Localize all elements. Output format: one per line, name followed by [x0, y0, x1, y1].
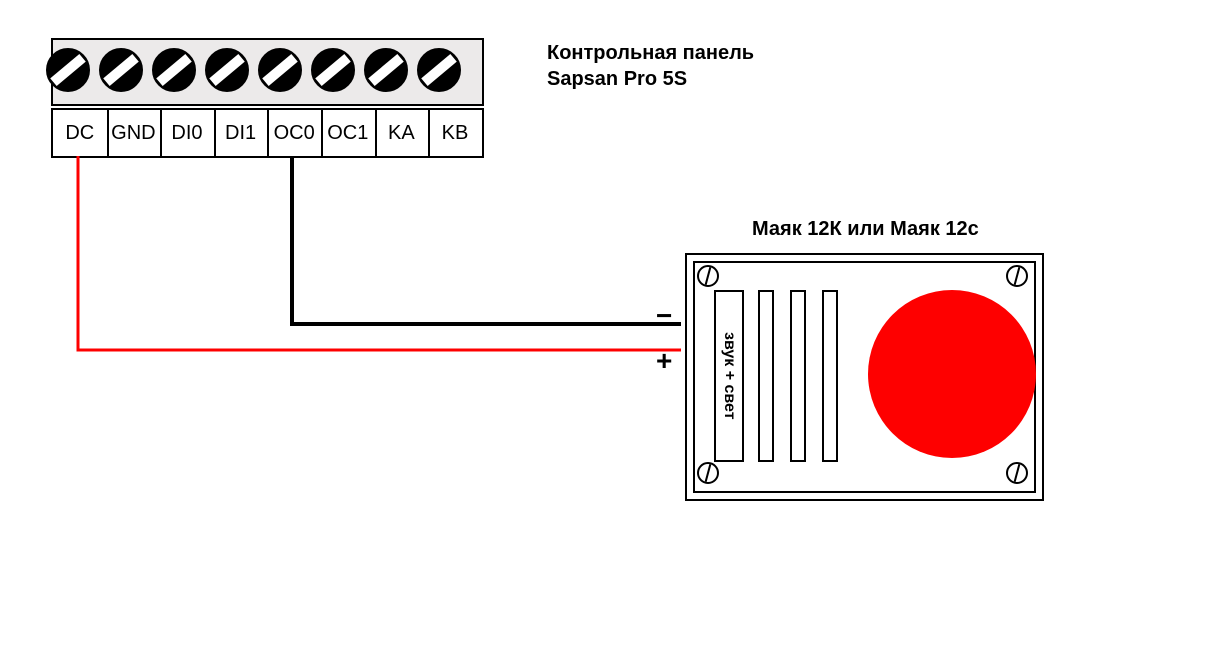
siren-terminal-box: звук + свет — [714, 290, 744, 462]
mount-screw-0 — [697, 265, 719, 287]
mount-screw-2 — [697, 462, 719, 484]
siren-terminal-text: звук + свет — [720, 332, 738, 420]
mount-screw-3 — [1006, 462, 1028, 484]
vent-slot-2 — [822, 290, 838, 462]
vent-slot-1 — [790, 290, 806, 462]
siren-lamp — [868, 290, 1036, 458]
plus-sign: + — [656, 345, 672, 377]
vent-slot-0 — [758, 290, 774, 462]
mount-screw-1 — [1006, 265, 1028, 287]
minus-sign: − — [656, 300, 672, 332]
